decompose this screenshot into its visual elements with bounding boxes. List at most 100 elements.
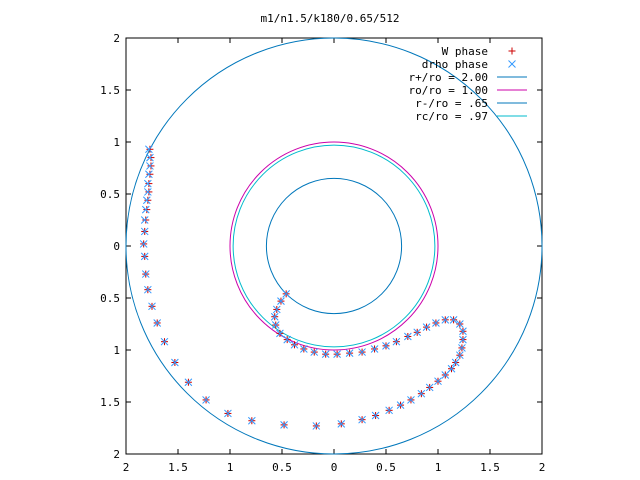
marker-stroke [441,315,450,324]
data-point [333,350,341,359]
data-point [143,285,152,294]
marker-stroke [321,350,330,359]
data-point [145,170,153,179]
data-point [312,422,321,430]
data-point [392,337,401,346]
data-point [447,364,456,373]
marker-stroke [160,337,169,346]
marker-stroke [441,371,450,379]
data-point [247,416,256,425]
marker-stroke [141,270,150,278]
data-point [140,227,149,236]
data-point [413,328,422,337]
x-tick-label: 1.5 [168,461,188,474]
marker-stroke [370,345,379,353]
legend-label: r-/ro = .65 [415,97,488,110]
marker-stroke [451,358,460,367]
x-tick-label: 2 [123,461,130,474]
data-point [145,145,153,154]
data-point [146,170,154,178]
x-tick-label: 0.5 [376,461,396,474]
data-point [432,319,440,327]
marker-stroke [153,319,162,327]
marker-stroke [270,312,279,321]
marker-stroke [145,170,153,179]
marker-stroke [337,419,346,428]
data-point [358,348,366,356]
data-point [202,396,210,404]
y-tick-label: 1.5 [100,84,120,97]
data-point [140,252,149,261]
marker-stroke [247,416,256,425]
marker-stroke [140,227,149,236]
y-tick-label: 1.5 [100,396,120,409]
marker-stroke [140,252,149,261]
circle-line [232,144,436,348]
data-point [146,162,154,170]
data-point [299,345,308,353]
y-tick-label: 0.5 [100,188,120,201]
marker-stroke [455,351,464,360]
marker-stroke [145,145,153,154]
marker-stroke [403,332,412,341]
data-point [148,302,156,311]
data-point [224,409,232,418]
marker-stroke [396,401,405,409]
x-tick-label: 0 [331,461,338,474]
marker-stroke [508,60,516,68]
data-point [143,206,151,214]
data-point [358,415,366,424]
marker-stroke [141,205,150,214]
marker-stroke [271,321,280,329]
data-point [145,188,153,196]
data-point [139,240,148,248]
marker-stroke [432,319,440,327]
legend-marker-swatch [508,47,516,55]
marker-stroke [455,320,464,328]
data-point [371,411,380,420]
marker-stroke [312,422,321,430]
data-point [145,180,153,188]
marker-stroke [142,196,151,205]
data-point [422,323,431,331]
marker-stroke [392,337,401,346]
data-point [441,371,450,379]
data-point [144,196,152,204]
data-point [146,153,154,162]
marker-stroke [148,302,156,311]
legend-label: r+/ro = 2.00 [409,71,488,84]
data-point [141,205,150,214]
data-point [459,327,467,336]
data-point [146,145,154,153]
data-point [272,305,281,314]
data-point [142,196,151,205]
data-point [385,406,393,415]
circle-line [265,177,403,315]
marker-stroke [413,328,422,337]
data-point [160,337,169,346]
marker-stroke [358,415,366,424]
marker-stroke [140,216,149,224]
marker-stroke [447,364,456,373]
circle-line [125,37,543,455]
data-point [142,216,150,224]
marker-stroke [143,285,152,294]
marker-stroke [143,179,152,188]
data-point [143,179,152,188]
marker-stroke [310,348,319,356]
data-point [417,389,426,398]
data-point [171,358,179,367]
x-tick-label: 1.5 [480,461,500,474]
data-point [147,154,155,162]
data-point [283,335,292,344]
marker-stroke [272,305,281,314]
data-point [370,345,379,353]
marker-stroke [184,378,193,387]
marker-stroke [458,344,466,352]
marker-stroke [146,153,154,162]
data-point [277,297,285,305]
marker-stroke [143,188,152,196]
marker-stroke [333,350,341,359]
legend-marker-swatch [508,60,516,68]
marker-stroke [282,289,291,298]
